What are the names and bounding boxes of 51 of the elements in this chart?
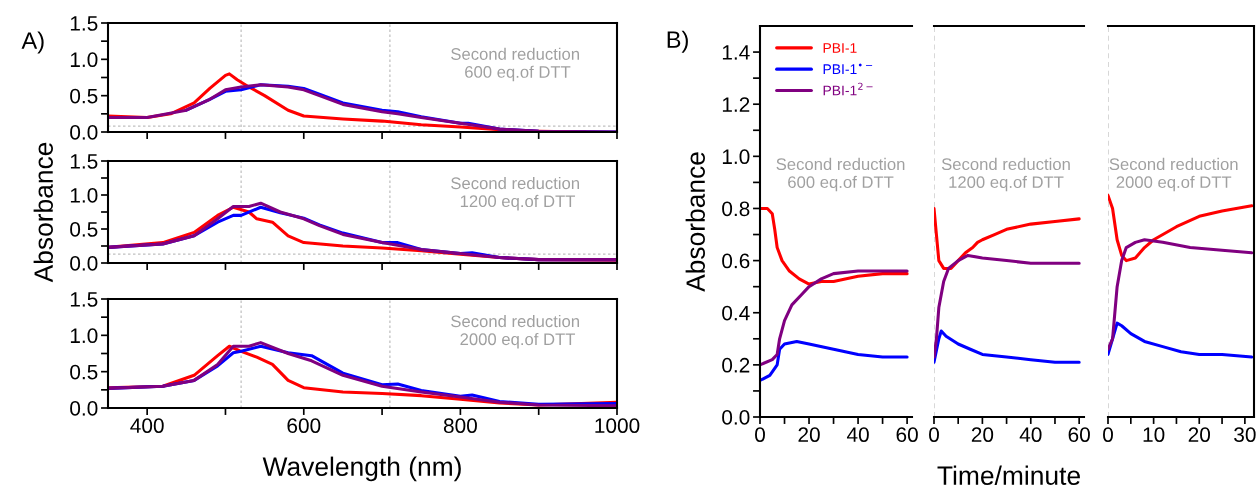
y-tick-label: 0.4: [722, 305, 750, 321]
y-tick-label: 0.5: [70, 222, 98, 237]
y-tick-label: 0.0: [70, 401, 98, 416]
x-tick-label: 40: [846, 427, 869, 443]
x-tick-label: 60: [896, 427, 918, 443]
legend-label: PBI-1$^{•−}$: [823, 63, 873, 74]
y-tick-label: 1.0: [722, 149, 750, 165]
annotation: Second reduction 600 eq.of DTT: [451, 47, 579, 82]
y-tick-label: 1.0: [70, 328, 98, 344]
y-tick-label: 0.5: [70, 364, 98, 380]
x-tick-label: 20: [971, 427, 994, 443]
y-tick-label: 1.5: [70, 292, 98, 307]
x-tick-label: 10: [1143, 427, 1165, 443]
x-axis-title: Time/minute: [937, 465, 1080, 485]
annotation: Second reduction 1200 eq.of DTT: [941, 157, 1070, 192]
y-tick-label: 1.4: [722, 45, 750, 60]
x-tick-label: 60: [1068, 427, 1090, 443]
y-tick-label: 0.0: [70, 125, 98, 140]
x-tick-label: 600: [287, 418, 321, 434]
y-tick-label: 1.5: [70, 154, 98, 169]
y-tick-label: 1.2: [722, 97, 750, 112]
x-axis-title: Wavelength (nm): [262, 456, 461, 482]
y-tick-label: 0.0: [70, 256, 98, 271]
y-tick-label: 1.0: [70, 52, 98, 68]
x-tick-label: 800: [443, 418, 477, 434]
x-tick-label: 400: [130, 418, 164, 434]
y-tick-label: 0.0: [722, 410, 750, 425]
y-tick-label: 0.5: [70, 88, 98, 104]
x-tick-label: 20: [1188, 427, 1211, 443]
annotation: Second reduction 1200 eq.of DTT: [451, 176, 579, 211]
y-axis-title: Absorbance: [33, 142, 53, 283]
y-tick-label: 0.2: [722, 357, 750, 373]
x-tick-label: 0: [929, 427, 939, 443]
y-tick-label: 1.0: [70, 188, 98, 203]
text: B): [667, 30, 688, 53]
x-tick-label: 20: [798, 427, 820, 443]
annotation: Second reduction 2000 eq.of DTT: [1109, 157, 1238, 192]
legend-label: PBI-1: [823, 43, 857, 53]
annotation: Second reduction 2000 eq.of DTT: [451, 314, 579, 349]
legend-label: PBI-1$^{2−}$: [823, 82, 873, 96]
annotation: Second reduction 600 eq.of DTT: [776, 157, 905, 192]
text: A): [21, 31, 44, 54]
x-tick-label: 30: [1234, 427, 1256, 443]
y-tick-label: 0.8: [722, 201, 750, 217]
y-tick-label: 1.5: [70, 16, 98, 31]
y-axis-title: Absorbance: [685, 152, 705, 292]
y-tick-label: 0.6: [722, 253, 750, 269]
x-tick-label: 40: [1019, 427, 1042, 443]
x-tick-label: 0: [755, 427, 765, 443]
x-tick-label: 0: [1103, 427, 1113, 443]
x-tick-label: 1000: [595, 418, 640, 434]
